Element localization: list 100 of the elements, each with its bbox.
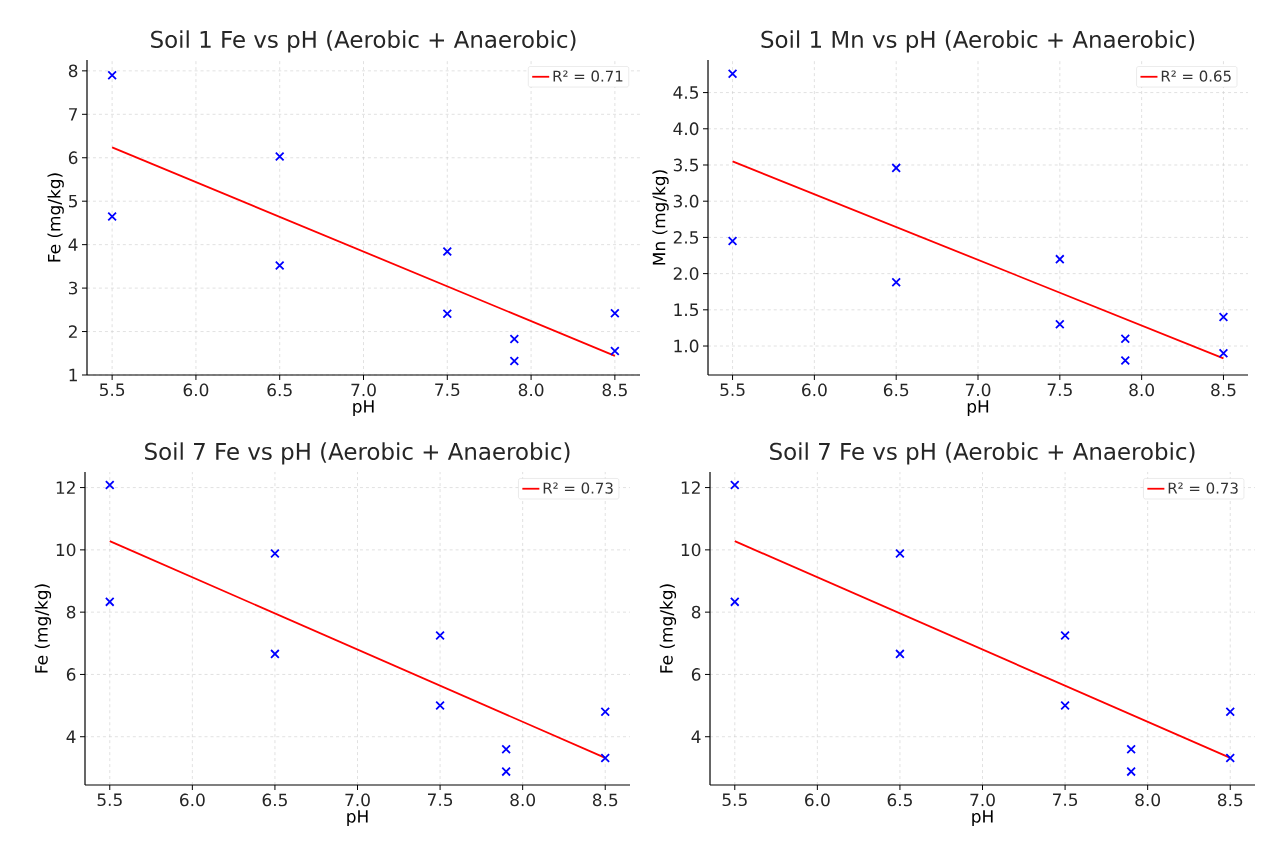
x-tick-label: 7.0 (345, 793, 370, 807)
x-tick-label: 5.5 (720, 383, 745, 397)
x-tick-label: 8.0 (1129, 383, 1154, 397)
x-axis-title: pH (353, 400, 374, 417)
x-tick-label: 8.5 (602, 383, 627, 397)
y-tick-label: 4.5 (673, 86, 699, 99)
y-tick-label: 8 (66, 605, 76, 619)
y-tick-label: 4 (68, 238, 78, 251)
point (435, 630, 445, 641)
x-tick-label: 8.0 (510, 793, 535, 807)
y-tick-label: 4 (66, 730, 76, 743)
point (729, 597, 740, 607)
x-tick-label: 7.5 (435, 383, 460, 397)
point (1060, 630, 1070, 641)
point (600, 753, 611, 763)
x-tick-label: 6.0 (183, 383, 209, 397)
x-tick-label: 6.0 (805, 793, 830, 807)
legend-label: R² = 0.71 (553, 70, 623, 82)
y-tick-label: 3 (69, 281, 78, 295)
chart-title: Soil 7 Fe vs pH (Aerobic + Anaerobic) (770, 442, 1195, 465)
x-tick-label: 5.5 (99, 383, 125, 397)
x-tick-label: 7.0 (970, 793, 995, 807)
point (442, 308, 453, 319)
point (1126, 744, 1136, 754)
point (509, 334, 520, 344)
x-tick-label: 6.5 (267, 383, 292, 397)
point (1060, 700, 1070, 711)
point (270, 649, 280, 659)
x-tick-label: 8.5 (1211, 383, 1236, 397)
y-tick-label: 12 (681, 481, 700, 494)
point (1218, 312, 1229, 322)
x-tick-label: 7.5 (1053, 793, 1078, 807)
y-axis-title: Fe (mg/kg) (659, 584, 677, 673)
point (895, 649, 905, 659)
point (1055, 254, 1065, 264)
point (270, 548, 280, 559)
y-tick-label: 6 (68, 151, 78, 165)
y-tick-label: 10 (56, 543, 76, 557)
x-tick-label: 6.0 (802, 383, 827, 397)
chart-title: Soil 1 Fe vs pH (Aerobic + Anaerobic) (151, 30, 576, 53)
point (727, 68, 738, 79)
point (729, 480, 740, 490)
legend-label: R² = 0.73 (543, 482, 613, 494)
x-tick-label: 7.5 (428, 793, 453, 807)
x-tick-label: 8.0 (518, 383, 544, 397)
x-tick-label: 6.5 (883, 383, 909, 397)
x-tick-label: 6.5 (887, 793, 912, 807)
point (610, 308, 620, 319)
point (509, 356, 520, 366)
point (1120, 355, 1131, 366)
point (501, 744, 511, 754)
point (1120, 334, 1131, 344)
y-tick-label: 6 (66, 668, 76, 681)
y-tick-label: 1 (69, 368, 77, 382)
y-tick-label: 2 (68, 325, 77, 338)
point (1225, 707, 1236, 717)
y-axis-title: Fe (mg/kg) (34, 584, 52, 673)
point (600, 707, 611, 717)
x-axis-title: pH (347, 810, 368, 827)
point (891, 163, 901, 173)
point (104, 597, 115, 607)
chart-title: Soil 1 Mn vs pH (Aerobic + Anaerobic) (761, 30, 1195, 53)
y-tick-label: 1.0 (674, 339, 699, 353)
y-tick-label: 10 (681, 543, 701, 557)
legend-label: R² = 0.65 (1161, 70, 1231, 82)
y-tick-label: 6 (691, 668, 701, 681)
point (107, 211, 117, 222)
point (1055, 319, 1065, 330)
point (501, 766, 511, 777)
y-tick-label: 7 (69, 108, 78, 121)
point (895, 548, 905, 559)
y-tick-label: 4 (691, 730, 701, 743)
y-tick-label: 2.5 (673, 230, 699, 244)
y-tick-label: 12 (56, 481, 75, 494)
point (1218, 348, 1229, 359)
y-tick-label: 3.5 (673, 158, 699, 172)
point (610, 346, 620, 356)
x-tick-label: 7.5 (1047, 383, 1072, 397)
point (435, 700, 445, 711)
y-tick-label: 8 (68, 64, 78, 78)
x-tick-label: 5.5 (722, 793, 747, 807)
x-axis-title: pH (967, 400, 989, 417)
point (104, 480, 115, 490)
y-tick-label: 2.0 (673, 267, 699, 281)
x-tick-label: 8.5 (1217, 793, 1243, 807)
x-tick-label: 7.0 (351, 383, 376, 397)
x-tick-label: 8.5 (592, 793, 618, 807)
x-axis-title: pH (972, 810, 993, 827)
y-axis-title: Fe (mg/kg) (47, 173, 64, 262)
legend-label: R² = 0.73 (1168, 482, 1238, 494)
y-tick-label: 4.0 (673, 122, 699, 136)
y-tick-label: 3.0 (673, 194, 699, 208)
y-axis-title: Mn (mg/kg) (652, 170, 669, 265)
y-tick-label: 1.5 (674, 303, 699, 317)
point (891, 277, 901, 288)
point (274, 260, 285, 271)
x-tick-label: 5.5 (97, 793, 122, 807)
point (274, 151, 285, 162)
point (1126, 766, 1136, 777)
y-tick-label: 5 (69, 194, 77, 208)
